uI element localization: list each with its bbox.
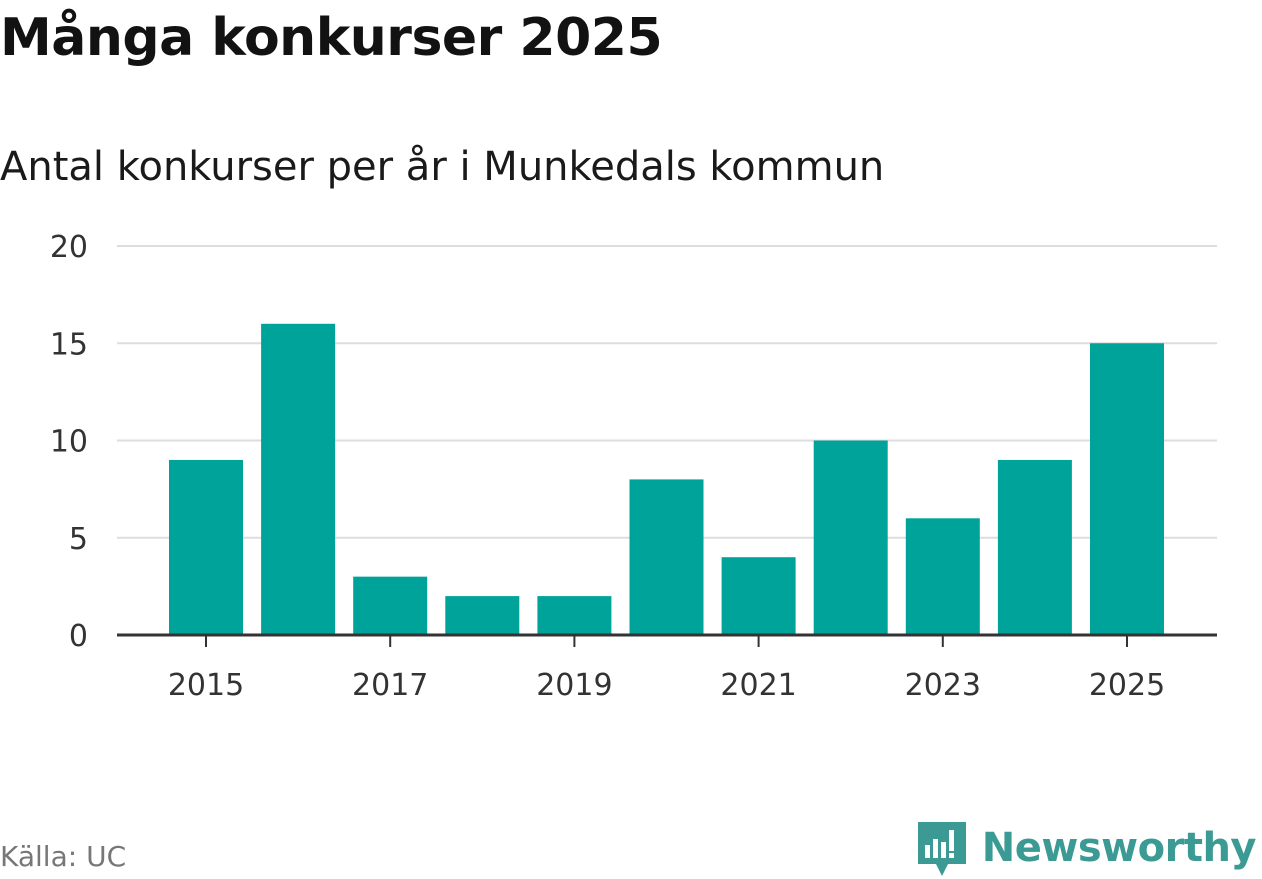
bar-2023 — [905, 518, 980, 635]
x-tick-label: 2015 — [168, 668, 244, 703]
y-tick-label: 5 — [69, 522, 88, 557]
bar-2025 — [1090, 343, 1164, 635]
tick-labels: 0 5 10 15 20 2015 2017 2019 2021 2023 2025 — [50, 230, 1165, 703]
bar-2016 — [261, 323, 336, 635]
bar-2024 — [997, 459, 1072, 635]
x-tick-label: 2019 — [536, 668, 612, 703]
chart-subtitle: Antal konkurser per år i Munkedals kommu… — [0, 144, 885, 190]
x-tick-label: 2023 — [905, 668, 981, 703]
bar-2022 — [813, 440, 888, 635]
x-tick-label: 2021 — [720, 668, 796, 703]
brand-name: Newsworthy — [981, 825, 1257, 871]
chart-title: Många konkurser 2025 — [0, 8, 663, 68]
bar-2015 — [169, 459, 243, 635]
brand-logo: Newsworthy — [916, 818, 1257, 878]
bar-2018 — [445, 596, 520, 635]
y-tick-label: 10 — [50, 425, 88, 460]
bar-2020 — [629, 479, 704, 635]
y-tick-label: 0 — [69, 619, 88, 654]
newsworthy-logo-icon — [917, 822, 966, 876]
source-note: Källa: UC — [0, 840, 127, 873]
x-tick-label: 2017 — [352, 668, 428, 703]
bar-2017 — [353, 576, 428, 635]
bar-2021 — [721, 557, 796, 635]
bar-2019 — [537, 596, 612, 635]
axes — [117, 633, 1217, 647]
bars — [169, 323, 1164, 635]
y-tick-label: 20 — [50, 230, 88, 265]
y-tick-label: 15 — [50, 327, 88, 362]
x-tick-label: 2025 — [1089, 668, 1165, 703]
